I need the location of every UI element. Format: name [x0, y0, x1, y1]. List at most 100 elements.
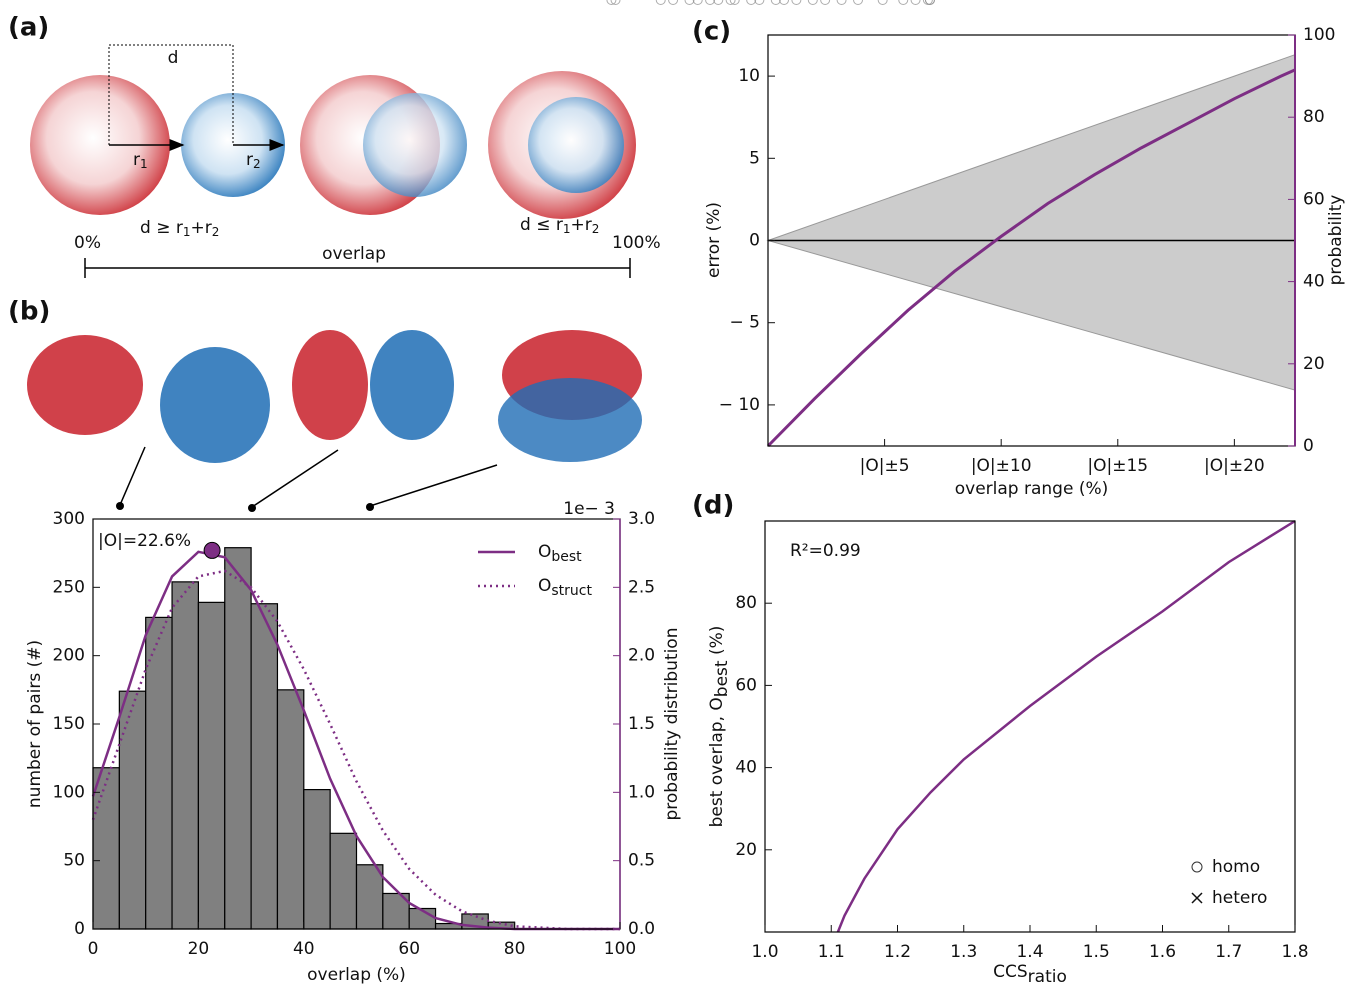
- y-tick-label: 60: [735, 675, 757, 695]
- x-tick-label: 1.1: [818, 942, 845, 962]
- bar: [224, 547, 252, 930]
- bar: [250, 603, 279, 930]
- y-tick-label: 20: [735, 840, 757, 860]
- peak-marker: [203, 541, 221, 559]
- label-text: best overlap, O: [707, 697, 727, 827]
- label-subscript: ratio: [1028, 967, 1067, 985]
- y-tick-label: 40: [735, 758, 757, 778]
- label-subscript: best: [712, 660, 732, 697]
- bar: [276, 689, 305, 930]
- point: [754, 0, 765, 5]
- text: +r: [570, 215, 591, 235]
- connector-dot: [248, 504, 256, 512]
- bar: [92, 767, 120, 930]
- point: [836, 0, 847, 5]
- legend-label: Ostruct: [538, 576, 593, 599]
- point: [705, 0, 716, 5]
- bar: [171, 581, 200, 930]
- y-tick-label: 250: [53, 577, 85, 597]
- subscript: 2: [592, 222, 600, 236]
- y2-tick-label: 0.0: [628, 919, 655, 939]
- y-tick-label: 200: [53, 646, 85, 666]
- y-tick-label: 0: [74, 919, 85, 939]
- subscript: 1: [140, 157, 148, 171]
- point: [877, 0, 888, 5]
- point: [770, 0, 781, 5]
- scale-start: 0%: [74, 233, 101, 253]
- legend-text: O: [538, 576, 551, 596]
- distance-bracket: [108, 44, 234, 145]
- y-axis-label: best overlap, Obest (%): [707, 626, 732, 828]
- annotation: R²=0.99: [790, 541, 861, 561]
- point: [746, 0, 757, 5]
- x-tick-label: 1.4: [1016, 942, 1043, 962]
- subscript: 1: [563, 222, 571, 236]
- point: [910, 0, 921, 5]
- bar: [197, 601, 226, 930]
- y2-tick-label: 0.5: [628, 851, 655, 871]
- legend-text: O: [538, 542, 551, 562]
- y-tick-label: − 10: [719, 395, 760, 415]
- scale-label: overlap: [322, 244, 386, 264]
- scale-end: 100%: [612, 233, 661, 253]
- point: [713, 0, 724, 5]
- point: [779, 0, 790, 5]
- y-tick-label: 300: [53, 509, 85, 529]
- protein-structures: [27, 330, 642, 463]
- x-tick-label: |O|±15: [1087, 456, 1148, 476]
- y-tick-label: − 5: [730, 313, 760, 333]
- protein: [27, 335, 143, 435]
- label-text: (%): [707, 626, 727, 661]
- label-text: CCS: [993, 962, 1028, 982]
- curve: [91, 569, 620, 931]
- x-tick-label: 0: [88, 939, 99, 959]
- x-tick-label: 1.5: [1083, 942, 1110, 962]
- y-tick-label: 50: [63, 851, 85, 871]
- point: [610, 0, 621, 5]
- legend-marker: [1191, 892, 1203, 904]
- x-axis-label: overlap range (%): [955, 479, 1109, 499]
- sphere: [30, 75, 170, 215]
- bar: [145, 616, 173, 930]
- y2-tick-label: 2.0: [628, 646, 655, 666]
- y-tick-label: 5: [749, 148, 760, 168]
- point: [807, 0, 818, 5]
- bar: [329, 832, 358, 930]
- panel-label: (a): [8, 13, 49, 43]
- y2-tick-label: 40: [1303, 272, 1325, 292]
- text: r: [246, 150, 253, 170]
- error-band: [766, 53, 1296, 391]
- point: [655, 0, 666, 5]
- y-tick-label: 80: [735, 593, 757, 613]
- x-tick-label: 1.7: [1215, 942, 1242, 962]
- x-tick-label: 1.0: [751, 942, 778, 962]
- sphere: [363, 93, 467, 197]
- protein: [292, 330, 368, 440]
- x-tick-label: 20: [188, 939, 210, 959]
- point: [791, 0, 802, 5]
- point: [898, 0, 909, 5]
- y-axis-label: error (%): [704, 202, 724, 278]
- x-tick-label: |O|±10: [971, 456, 1032, 476]
- x-tick-label: 80: [504, 939, 526, 959]
- connector-dot: [366, 503, 374, 511]
- legend-marker: [1191, 861, 1203, 873]
- y2-tick-label: 1.0: [628, 782, 655, 802]
- y2-axis-label: probability distribution: [662, 628, 682, 821]
- y2-tick-label: 60: [1303, 189, 1325, 209]
- subscript: 2: [212, 225, 220, 239]
- panel-label: (c): [692, 17, 731, 47]
- y2-tick-label: 80: [1303, 107, 1325, 127]
- y-tick-label: 150: [53, 714, 85, 734]
- distance-label: d: [168, 48, 179, 68]
- x-tick-label: 1.8: [1281, 942, 1308, 962]
- point: [725, 0, 736, 5]
- panel-label: (b): [8, 297, 50, 327]
- annotation: |O|=22.6%: [98, 531, 191, 551]
- y-axis-label: number of pairs (#): [25, 640, 45, 808]
- radius-label: r1: [133, 150, 148, 171]
- y2-tick-label: 20: [1303, 354, 1325, 374]
- overlap-scale: [84, 258, 631, 278]
- x-tick-label: 40: [293, 939, 315, 959]
